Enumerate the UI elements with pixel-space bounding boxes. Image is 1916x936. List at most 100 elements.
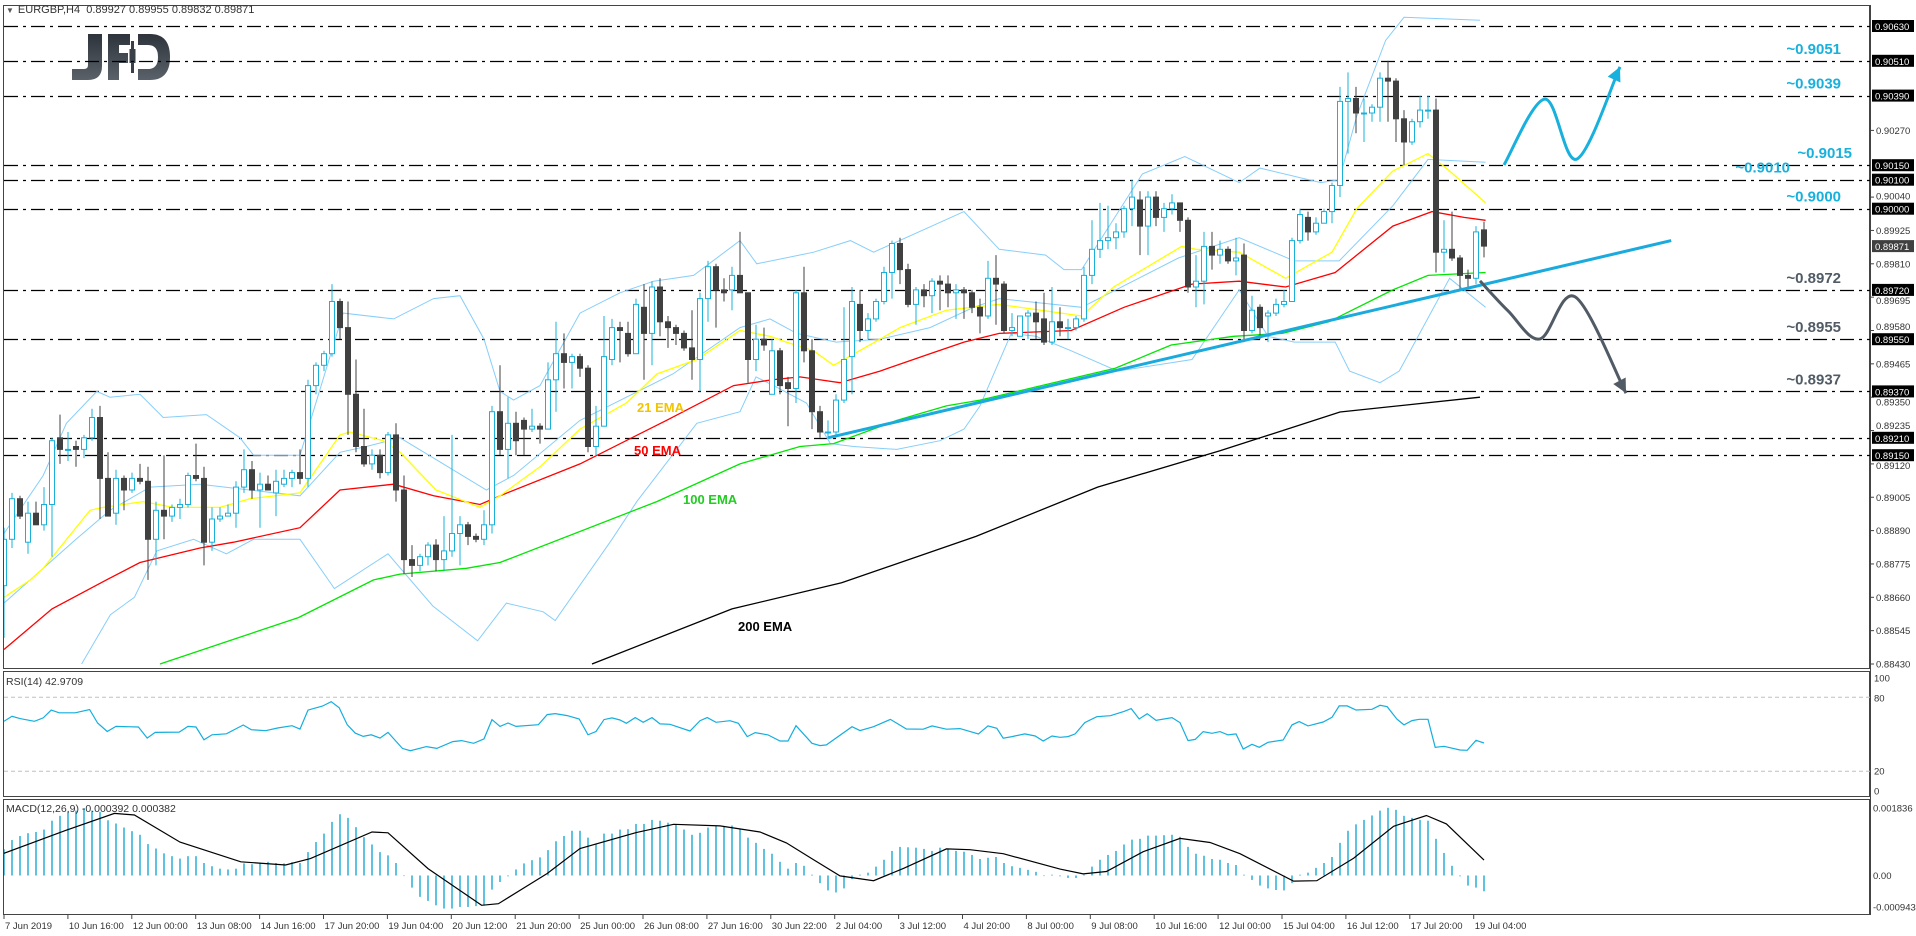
level-label: ~0.8937 (1786, 371, 1841, 388)
candle-body (257, 483, 263, 491)
bearish-candle (201, 466, 207, 566)
bearish-candle (857, 289, 863, 343)
level-price-text: 0.89720 (1875, 286, 1909, 297)
bullish-candle (369, 449, 375, 470)
level-label: ~0.9039 (1786, 76, 1841, 93)
rsi-tick-label: 20 (1874, 767, 1885, 778)
candle-body (1249, 309, 1255, 332)
bullish-candle (1161, 202, 1167, 232)
bullish-candle (729, 266, 735, 311)
macd-tick-label: 0.00 (1873, 871, 1892, 882)
candle-body (785, 382, 791, 390)
candle-body (1433, 109, 1439, 253)
candle-body (1321, 211, 1327, 224)
bullish-candle (1329, 182, 1335, 224)
bearish-candle (249, 461, 255, 499)
candle-body (1025, 312, 1031, 317)
bullish-candle (593, 405, 599, 456)
level-price-text: 0.90150 (1875, 161, 1909, 172)
level-labels: ~0.9051 ~0.9039 ~0.9015 ~0.9010 ~0.9000 ~0.89… (1735, 41, 1852, 389)
candle-body (1105, 237, 1111, 242)
bearish-candle (745, 292, 751, 383)
bearish-candle (1057, 307, 1063, 337)
bullish-candle (545, 362, 551, 430)
candle-body (441, 550, 447, 561)
candle-body (665, 321, 671, 329)
price-tick-label: 0.88430 (1876, 660, 1910, 671)
bullish-candle (753, 324, 759, 372)
candle-body (9, 498, 15, 540)
candle-body (601, 356, 607, 427)
bearish-candle (681, 330, 687, 351)
level-price-text: 0.90510 (1875, 57, 1909, 68)
time-tick-label: 17 Jun 20:00 (325, 921, 380, 932)
level-price-box (1872, 159, 1914, 172)
level-label: ~0.9015 (1797, 145, 1852, 162)
bullish-candle (385, 432, 391, 476)
current-price-box (1872, 240, 1914, 253)
bullish-candle (849, 287, 855, 395)
candle-body (241, 469, 247, 488)
candle-body (33, 512, 39, 526)
macd-panel-frame (3, 799, 1870, 915)
bearish-scenario-path (1478, 279, 1628, 394)
candle-body (1065, 327, 1071, 330)
bullish-candle (1113, 223, 1119, 250)
trendline-layer[interactable] (827, 239, 1672, 440)
candle-body (1185, 219, 1191, 288)
time-axis[interactable]: 7 Jun 2019 10 Jun 16:00 12 Jun 00:00 13 Jun… (3, 915, 1526, 932)
bearish-candle (345, 301, 351, 435)
candle-body (881, 272, 887, 302)
bearish-candle (1481, 221, 1487, 258)
candle-body (89, 417, 95, 439)
bullish-candle (1297, 208, 1303, 244)
candle-body (1041, 318, 1047, 343)
candle-body (905, 269, 911, 305)
bearish-candle (1153, 191, 1159, 227)
candle-body (425, 544, 431, 558)
main-panel-frame (3, 5, 1870, 669)
candle-body (369, 454, 375, 465)
candle-body (913, 289, 919, 305)
candle-body (1009, 327, 1015, 332)
bullish-candle (81, 434, 87, 459)
bullish-candle (825, 420, 831, 438)
bullish-candle (873, 298, 879, 322)
triangle-down-icon[interactable]: ▼ (6, 6, 14, 15)
time-tick-label: 9 Jul 08:00 (1091, 921, 1137, 932)
candle-body (1145, 196, 1151, 227)
chart-header: ▼ EURGBP,H4 0.89927 0.89955 0.89832 0.898… (6, 4, 254, 16)
candle-body (265, 483, 271, 491)
bullish-candle (649, 281, 655, 366)
bullish-candle (1065, 318, 1071, 340)
bearish-candle (961, 287, 967, 319)
candle-body (1153, 196, 1159, 218)
rsi-tick-label: 80 (1874, 694, 1885, 705)
candle-body (313, 364, 319, 387)
support-trendline[interactable] (827, 239, 1672, 440)
bullish-candle (241, 449, 247, 493)
time-tick-label: 19 Jun 04:00 (388, 921, 443, 932)
bullish-candle (49, 437, 55, 557)
candle-body (977, 306, 983, 317)
ema50-label: 50 EMA (634, 443, 682, 458)
candle-body (1161, 208, 1167, 218)
candle-body (1425, 109, 1431, 112)
time-tick-label: 25 Jun 00:00 (580, 921, 635, 932)
candle-body (1265, 312, 1271, 317)
bullish-candle (1273, 298, 1279, 316)
bearish-candle (1001, 281, 1007, 334)
candle-body (473, 535, 479, 540)
candle-body (849, 301, 855, 358)
price-axis[interactable]: 0.90270 0.90040 0.89925 0.89810 0.89695 0.895… (1870, 5, 1916, 915)
bullish-candle (913, 287, 919, 325)
macd-tick-label: -0.000943 (1873, 903, 1916, 914)
time-tick-label: 30 Jun 22:00 (772, 921, 827, 932)
bearish-candle (297, 449, 303, 485)
candle-body (993, 277, 999, 285)
level-price-box (1872, 431, 1914, 444)
bullish-candle (1473, 226, 1479, 285)
bullish-candle (89, 408, 95, 441)
candle-body (1073, 318, 1079, 329)
